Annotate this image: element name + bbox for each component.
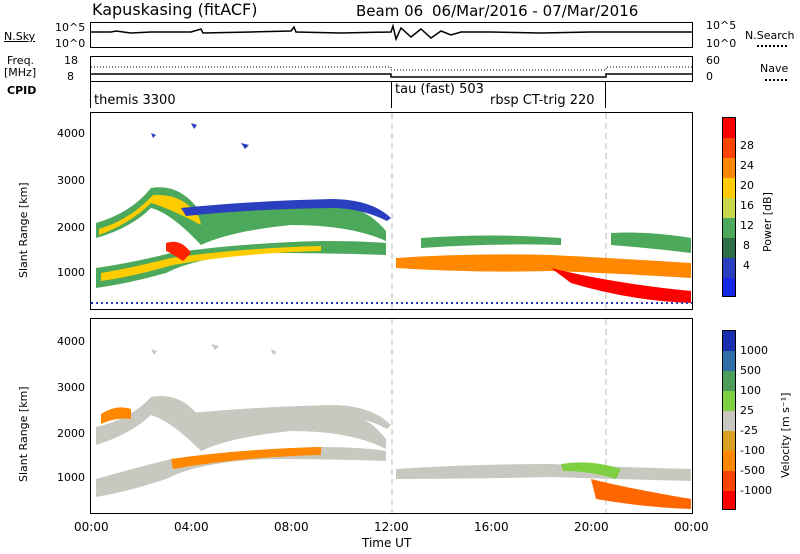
power-cbar-seg-0 [723,118,735,138]
velocity-cbar-tick-4: -25 [740,424,758,437]
power-colorbar-label: Power [dB] [761,192,774,252]
velocity-cbar-seg-5 [723,431,735,451]
velocity-cbar-tick-1: 500 [740,364,761,377]
power-colorbar [722,117,736,297]
power-cbar-tick-28: 28 [740,139,754,152]
power-ytick-3000: 3000 [57,174,85,187]
nave-label: Nave [760,62,789,75]
cpid-program-1: themis 3300 [94,93,176,108]
velocity-cbar-tick-5: -100 [740,444,765,457]
xaxis-label: Time UT [362,536,412,550]
velocity-cbar-tick-6: -500 [740,464,765,477]
velocity-ytick-4000: 4000 [57,335,85,348]
power-cbar-tick-8: 8 [743,239,750,252]
power-cbar-tick-12: 12 [740,219,754,232]
velocity-ytick-3000: 3000 [57,381,85,394]
freq-trace [91,66,692,78]
cpid-label: CPID [7,84,37,97]
noise-panel [90,22,693,48]
xtick-5: 20:00 [574,520,609,534]
velocity-cbar-seg-2 [723,371,735,391]
velocity-ytick-1000: 1000 [57,471,85,484]
noise-right-tick-bottom: 10^0 [706,37,737,50]
power-cbar-tick-24: 24 [740,159,754,172]
velocity-colorbar-label: Velocity [m s⁻¹] [779,392,792,478]
velocity-cbar-seg-8 [723,491,735,509]
n-search-legend-line [757,45,787,47]
power-cbar-seg-1 [723,138,735,158]
xtick-4: 16:00 [474,520,509,534]
velocity-cbar-seg-0 [723,331,735,351]
power-cbar-seg-5 [723,218,735,238]
cpid-program-3: rbsp CT-trig 220 [490,93,595,108]
date-range: 06/Mar/2016 - 07/Mar/2016 [432,2,639,20]
velocity-cbar-seg-7 [723,471,735,491]
power-ylabel: Slant Range [km] [17,182,30,278]
velocity-cbar-tick-3: 25 [740,404,754,417]
power-echoes [91,113,692,309]
cpid-divider-start [90,82,91,108]
noise-left-tick-bottom: 10^0 [55,37,86,50]
power-ytick-4000: 4000 [57,127,85,140]
velocity-cbar-seg-4 [723,411,735,431]
power-cbar-seg-8 [723,278,735,296]
velocity-cbar-seg-3 [723,391,735,411]
xtick-6: 00:00 [674,520,709,534]
noise-trace [91,23,692,42]
velocity-ylabel: Slant Range [km] [17,386,30,482]
n-sky-label: N.Sky [4,30,36,43]
freq-unit-label: [MHz] [4,66,37,79]
freq-right-tick-top: 60 [706,54,720,67]
power-cbar-tick-4: 4 [743,259,750,272]
power-cbar-seg-6 [723,238,735,258]
power-ytick-2000: 2000 [57,221,85,234]
power-cbar-tick-16: 16 [740,199,754,212]
freq-left-tick-bottom: 8 [67,70,74,83]
xtick-1: 04:00 [174,520,209,534]
velocity-cbar-tick-2: 100 [740,384,761,397]
velocity-echoes [96,319,691,513]
velocity-cbar-seg-1 [723,351,735,371]
velocity-cbar-seg-6 [723,451,735,471]
velocity-cbar-tick-0: 1000 [740,344,768,357]
freq-label: Freq. [7,54,35,67]
noise-right-tick-top: 10^5 [706,19,737,32]
velocity-ytick-2000: 2000 [57,427,85,440]
freq-panel [90,56,693,82]
freq-right-tick-bottom: 0 [706,70,713,83]
noise-left-tick-top: 10^5 [55,21,86,34]
beam-label: Beam 06 [356,2,424,20]
power-cbar-tick-20: 20 [740,179,754,192]
power-cbar-seg-3 [723,178,735,198]
velocity-cbar-tick-7: -1000 [740,484,772,497]
power-cbar-seg-7 [723,258,735,278]
cpid-program-2: tau (fast) 503 [395,82,484,97]
n-search-label: N.Search [745,29,795,42]
nave-legend-line [765,79,787,81]
velocity-panel [90,318,693,514]
cpid-divider-end [605,82,606,108]
velocity-colorbar [722,330,736,510]
power-panel [90,112,693,310]
xtick-3: 12:00 [374,520,409,534]
freq-left-tick-top: 18 [64,54,78,67]
xtick-0: 00:00 [74,520,109,534]
power-cbar-seg-2 [723,158,735,178]
station-title: Kapuskasing (fitACF) [92,0,258,19]
power-cbar-seg-4 [723,198,735,218]
xtick-2: 08:00 [274,520,309,534]
cpid-divider-mid [391,82,392,108]
power-ytick-1000: 1000 [57,266,85,279]
